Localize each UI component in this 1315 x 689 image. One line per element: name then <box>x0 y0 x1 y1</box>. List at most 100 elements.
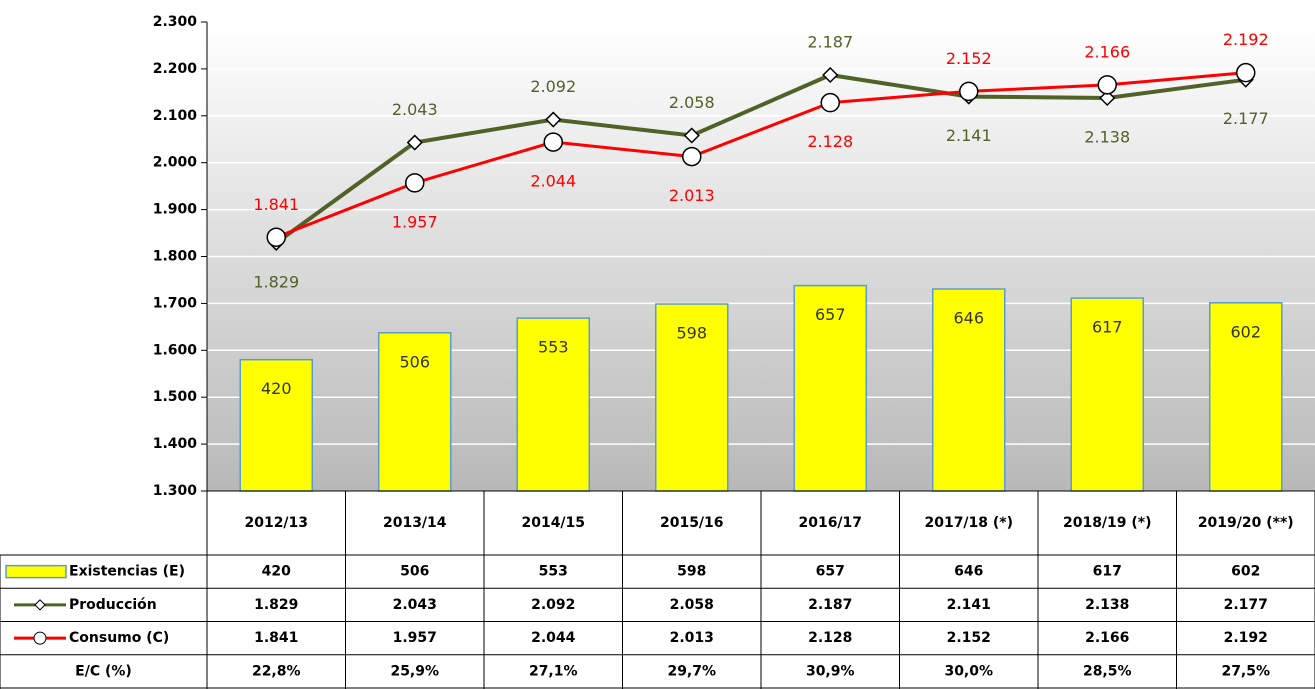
table-cell: 28,5% <box>1083 663 1132 679</box>
table-cell: 27,5% <box>1221 663 1270 679</box>
marker <box>822 66 839 84</box>
table-cell: 2.013 <box>670 630 714 646</box>
marker <box>683 127 700 144</box>
bar-label: 506 <box>399 352 430 371</box>
data-label: 1.841 <box>253 195 299 214</box>
x-tick-label: 2018/19 (*) <box>1063 515 1152 531</box>
table-cell: 25,9% <box>390 663 439 679</box>
data-label: 1.957 <box>392 212 438 231</box>
table-cell: 2.166 <box>1085 630 1129 646</box>
legend-label: Existencias (E) <box>69 564 185 580</box>
y-tick-label: 1.700 <box>153 295 198 311</box>
bar <box>654 303 729 492</box>
y-tick-label: 2.000 <box>153 155 198 171</box>
x-tick-label: 2017/18 (*) <box>924 515 1013 531</box>
y-tick-label: 1.500 <box>153 389 198 405</box>
bar-label: 617 <box>1092 318 1123 337</box>
table-cell: 646 <box>954 564 983 580</box>
marker <box>682 146 702 167</box>
table-cell: 617 <box>1093 564 1122 580</box>
bar-label: 553 <box>538 338 569 357</box>
y-tick-label: 1.400 <box>153 436 198 452</box>
table-cell: 2.043 <box>393 597 437 613</box>
x-tick-label: 2012/13 <box>244 515 308 531</box>
bar <box>1208 302 1283 492</box>
table-cell: 2.192 <box>1224 630 1268 646</box>
table-cell: 2.058 <box>670 597 714 613</box>
table-cell: 2.152 <box>947 630 991 646</box>
data-label: 2.138 <box>1084 127 1130 146</box>
marker <box>820 92 840 113</box>
data-label: 2.058 <box>669 93 715 112</box>
data-label: 2.187 <box>807 32 853 51</box>
table-cell: 506 <box>400 564 429 580</box>
bar-label: 657 <box>815 305 846 324</box>
marker <box>1097 75 1117 95</box>
x-tick-label: 2016/17 <box>798 515 862 531</box>
table-cell: 29,7% <box>667 663 716 679</box>
data-label: 2.192 <box>1223 30 1269 49</box>
line <box>275 71 1246 239</box>
data-label: 1.829 <box>253 272 299 291</box>
data-label: 2.044 <box>530 172 576 191</box>
marker <box>1236 62 1256 83</box>
legend-label: Consumo (C) <box>69 630 169 646</box>
y-tick-label: 1.800 <box>153 249 198 265</box>
data-label: 2.141 <box>946 126 992 145</box>
line <box>275 72 1247 245</box>
x-tick-label: 2019/20 (**) <box>1198 515 1294 531</box>
legend-label: Producción <box>69 597 157 613</box>
table-cell: 2.138 <box>1085 597 1129 613</box>
table-cell: 30,9% <box>806 663 855 679</box>
bar-label: 598 <box>676 324 707 343</box>
legend-label: E/C (%) <box>75 663 132 679</box>
marker <box>405 173 425 193</box>
x-tick-label: 2015/16 <box>660 515 724 531</box>
marker <box>406 134 423 151</box>
y-tick-label: 2.200 <box>153 61 198 77</box>
marker <box>959 81 979 102</box>
table-cell: 553 <box>539 564 568 580</box>
data-label: 2.152 <box>946 49 992 68</box>
table-cell: 1.957 <box>393 630 437 646</box>
legend-swatch <box>5 564 67 579</box>
y-tick-label: 1.300 <box>153 483 198 499</box>
table-cell: 2.128 <box>808 630 852 646</box>
table-cell: 2.092 <box>531 597 575 613</box>
bar-label: 420 <box>261 379 292 398</box>
marker <box>1099 89 1116 107</box>
x-tick-label: 2013/14 <box>383 515 447 531</box>
table-cell: 22,8% <box>252 663 301 679</box>
x-tick-label: 2014/15 <box>521 515 585 531</box>
data-label: 2.166 <box>1084 42 1130 61</box>
table-cell: 27,1% <box>529 663 578 679</box>
marker <box>266 227 286 248</box>
data-label: 2.092 <box>530 77 576 96</box>
table-cell: 2.187 <box>808 597 852 613</box>
y-tick-label: 1.600 <box>153 342 198 358</box>
table-cell: 30,0% <box>944 663 993 679</box>
legend-marker <box>34 599 46 611</box>
bar <box>1070 297 1145 492</box>
data-label: 2.013 <box>669 186 715 205</box>
table-cell: 1.841 <box>254 630 298 646</box>
marker <box>543 132 563 152</box>
y-tick-label: 2.300 <box>153 14 198 30</box>
bar <box>931 288 1006 492</box>
table-cell: 2.044 <box>531 630 576 646</box>
data-label: 2.043 <box>392 100 438 119</box>
marker <box>545 111 562 128</box>
data-label: 2.128 <box>807 132 853 151</box>
bar <box>239 358 314 492</box>
table-cell: 2.141 <box>947 597 991 613</box>
legend-marker <box>33 631 47 645</box>
table-cell: 2.177 <box>1224 597 1268 613</box>
table-cell: 602 <box>1231 564 1260 580</box>
table-cell: 1.829 <box>254 597 298 613</box>
table-cell: 657 <box>816 564 845 580</box>
bar <box>793 284 868 492</box>
bar-label: 646 <box>953 309 984 328</box>
y-tick-label: 1.900 <box>153 202 198 218</box>
bar-label: 602 <box>1230 322 1261 341</box>
